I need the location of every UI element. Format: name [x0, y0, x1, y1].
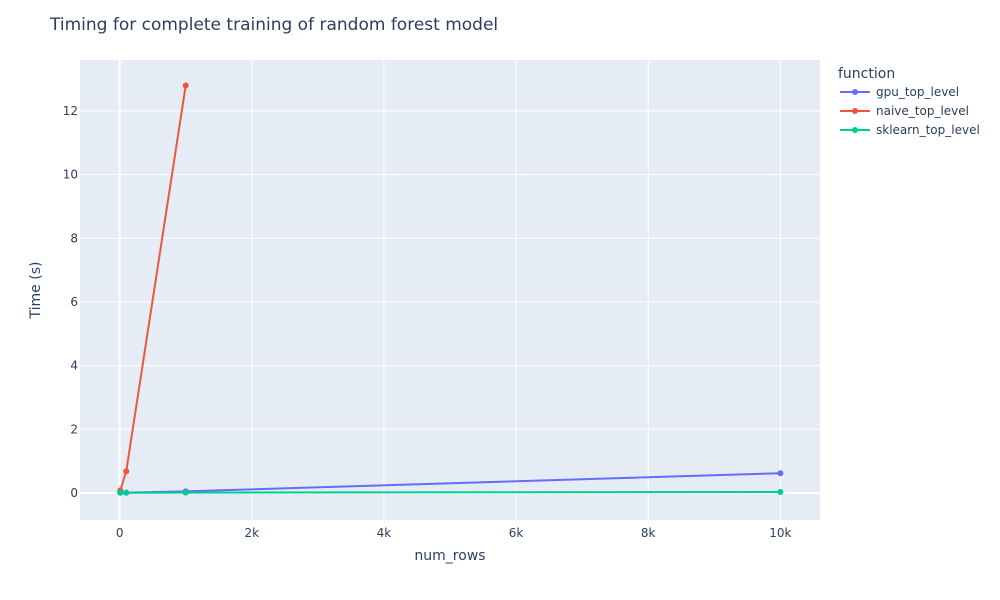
- legend-item-naive_top_level[interactable]: naive_top_level: [840, 104, 969, 118]
- series-sklearn_top_level: [117, 488, 784, 496]
- y-tick-label: 4: [70, 359, 78, 373]
- legend[interactable]: function gpu_top_level naive_top_levelskl…: [838, 66, 980, 137]
- data-point[interactable]: [123, 468, 130, 475]
- data-point[interactable]: [777, 470, 784, 477]
- legend-title: function: [838, 66, 895, 82]
- chart-title: Timing for complete training of random f…: [49, 15, 498, 35]
- plot-area: [80, 60, 820, 520]
- x-tick-label: 2k: [244, 526, 259, 540]
- data-point[interactable]: [182, 489, 189, 496]
- y-tick-label: 2: [70, 422, 78, 436]
- x-tick-label: 6k: [509, 526, 524, 540]
- legend-marker-icon: [852, 108, 858, 114]
- x-tick-label: 10k: [769, 526, 791, 540]
- series-line: [120, 490, 781, 494]
- y-tick-label: 0: [70, 486, 78, 500]
- x-axis-title: num_rows: [414, 548, 485, 564]
- y-tick-label: 8: [70, 231, 78, 245]
- legend-label: naive_top_level: [876, 104, 969, 118]
- legend-marker-icon: [852, 127, 858, 133]
- y-tick-label: 6: [70, 295, 78, 309]
- data-point[interactable]: [182, 82, 189, 89]
- x-tick-label: 4k: [377, 526, 392, 540]
- y-tick-label: 12: [63, 104, 78, 118]
- legend-item-gpu_top_level[interactable]: gpu_top_level: [840, 85, 959, 99]
- x-tick-label: 0: [116, 526, 124, 540]
- data-point[interactable]: [123, 489, 130, 496]
- tick-labels: 0 2k 4k 6k 8k 10k 0 2 4 6 8 10 12: [63, 104, 792, 540]
- data-point[interactable]: [117, 489, 124, 496]
- legend-item-sklearn_top_level[interactable]: sklearn_top_level: [840, 123, 980, 137]
- legend-label: gpu_top_level: [876, 85, 959, 99]
- data-point[interactable]: [777, 488, 784, 495]
- legend-label: sklearn_top_level: [876, 123, 980, 137]
- legend-marker-icon: [852, 89, 858, 95]
- y-axis-title: Time (s): [28, 262, 44, 320]
- series-layer: [117, 82, 784, 496]
- y-tick-label: 10: [63, 168, 78, 182]
- x-tick-label: 8k: [641, 526, 656, 540]
